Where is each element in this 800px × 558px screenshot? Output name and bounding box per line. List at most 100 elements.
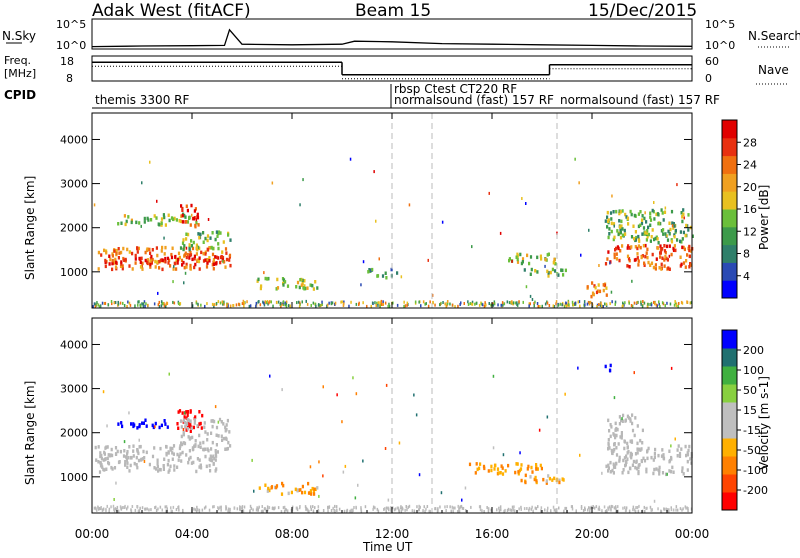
scatter-cell (603, 283, 606, 288)
clutter-cell (520, 505, 522, 509)
scatter-cell (183, 441, 187, 446)
scatter-cell (275, 287, 278, 291)
clutter-cell (432, 301, 434, 305)
scatter-cell (527, 464, 530, 469)
scatter-cell (205, 464, 208, 469)
scatter-cell (479, 462, 482, 466)
scatter-cell (178, 454, 181, 458)
clutter-cell (600, 301, 602, 305)
scatter-cell (604, 364, 607, 369)
clutter-cell (223, 300, 225, 304)
clutter-cell (596, 305, 598, 308)
clutter-cell (428, 509, 430, 513)
clutter-cell (366, 304, 368, 308)
scatter-cell (508, 257, 511, 261)
scatter-cell (163, 215, 166, 220)
scatter-cell (649, 215, 652, 219)
clutter-cell (384, 507, 386, 511)
sparse-echo-cell (138, 438, 140, 442)
sparse-echo-cell (418, 473, 421, 477)
scatter-cell (557, 273, 560, 277)
scatter-cell (160, 217, 164, 221)
scatter-cell (100, 456, 103, 461)
scatter-cell (197, 259, 201, 264)
clutter-cell (162, 302, 164, 306)
scatter-cell (618, 211, 621, 216)
scatter-cell (607, 418, 610, 423)
scatter-cell (94, 445, 97, 450)
scatter-cell (172, 267, 175, 271)
scatter-cell (651, 208, 654, 213)
scatter-cell (641, 428, 644, 433)
clutter-cell (175, 508, 178, 511)
clutter-cell (194, 508, 197, 512)
clutter-cell (436, 509, 439, 513)
scatter-cell (206, 234, 210, 238)
clutter-cell (449, 505, 451, 509)
clutter-cell (445, 304, 447, 308)
scatter-cell (608, 446, 611, 450)
clutter-cell (93, 506, 96, 510)
scatter-cell (632, 224, 635, 228)
sparse-echo-cell (574, 157, 576, 161)
scatter-cell (134, 253, 137, 258)
scatter-cell (540, 257, 543, 261)
scatter-cell (520, 463, 523, 467)
scatter-cell (192, 460, 195, 465)
clutter-cell (404, 508, 406, 512)
clutter-cell (662, 302, 665, 306)
scatter-cell (103, 450, 106, 455)
scatter-cell (210, 419, 213, 423)
sparse-echo-cell (322, 474, 324, 478)
scatter-cell (222, 436, 225, 441)
scatter-cell (508, 258, 511, 263)
scatter-cell (659, 244, 662, 248)
scatter-cell (608, 429, 611, 433)
scatter-cell (621, 244, 624, 248)
scatter-cell (619, 230, 622, 235)
clutter-cell (117, 509, 120, 513)
scatter-cell (636, 424, 639, 428)
scatter-cell (191, 257, 194, 262)
scatter-cell (146, 258, 149, 262)
clutter-cell (96, 301, 98, 305)
clutter-cell (414, 300, 417, 304)
scatter-cell (181, 411, 184, 415)
scatter-cell (635, 460, 638, 464)
clutter-cell (384, 301, 387, 305)
scatter-cell (158, 425, 161, 430)
nsky-right-tick-bottom: 10^0 (705, 39, 735, 52)
scatter-cell (535, 479, 538, 483)
scatter-cell (221, 250, 224, 254)
clutter-cell (355, 302, 358, 306)
clutter-cell (331, 301, 334, 305)
scatter-cell (276, 277, 279, 282)
scatter-cell (214, 449, 217, 453)
clutter-cell (577, 300, 579, 304)
scatter-cell (683, 247, 686, 252)
clutter-cell (349, 509, 351, 513)
sparse-echo-cell (546, 415, 549, 419)
scatter-cell (157, 260, 160, 264)
scatter-cell (212, 260, 215, 265)
colorbar-segment (722, 280, 737, 299)
clutter-cell (250, 506, 253, 510)
scatter-cell (633, 433, 636, 438)
scatter-cell (143, 216, 146, 221)
scatter-cell (129, 455, 132, 460)
sparse-echo-cell (613, 396, 616, 400)
sparse-echo-cell (263, 271, 265, 275)
clutter-cell (198, 508, 201, 512)
scatter-cell (130, 220, 133, 225)
scatter-cell (181, 241, 185, 245)
scatter-cell (199, 232, 202, 237)
scatter-cell (631, 421, 634, 426)
clutter-cell (285, 508, 287, 512)
scatter-cell (662, 453, 665, 457)
scatter-cell (208, 259, 211, 263)
clutter-cell (463, 302, 465, 305)
scatter-cell (612, 471, 615, 475)
scatter-cell (607, 466, 610, 470)
clutter-cell (191, 304, 194, 308)
scatter-cell (195, 252, 198, 256)
